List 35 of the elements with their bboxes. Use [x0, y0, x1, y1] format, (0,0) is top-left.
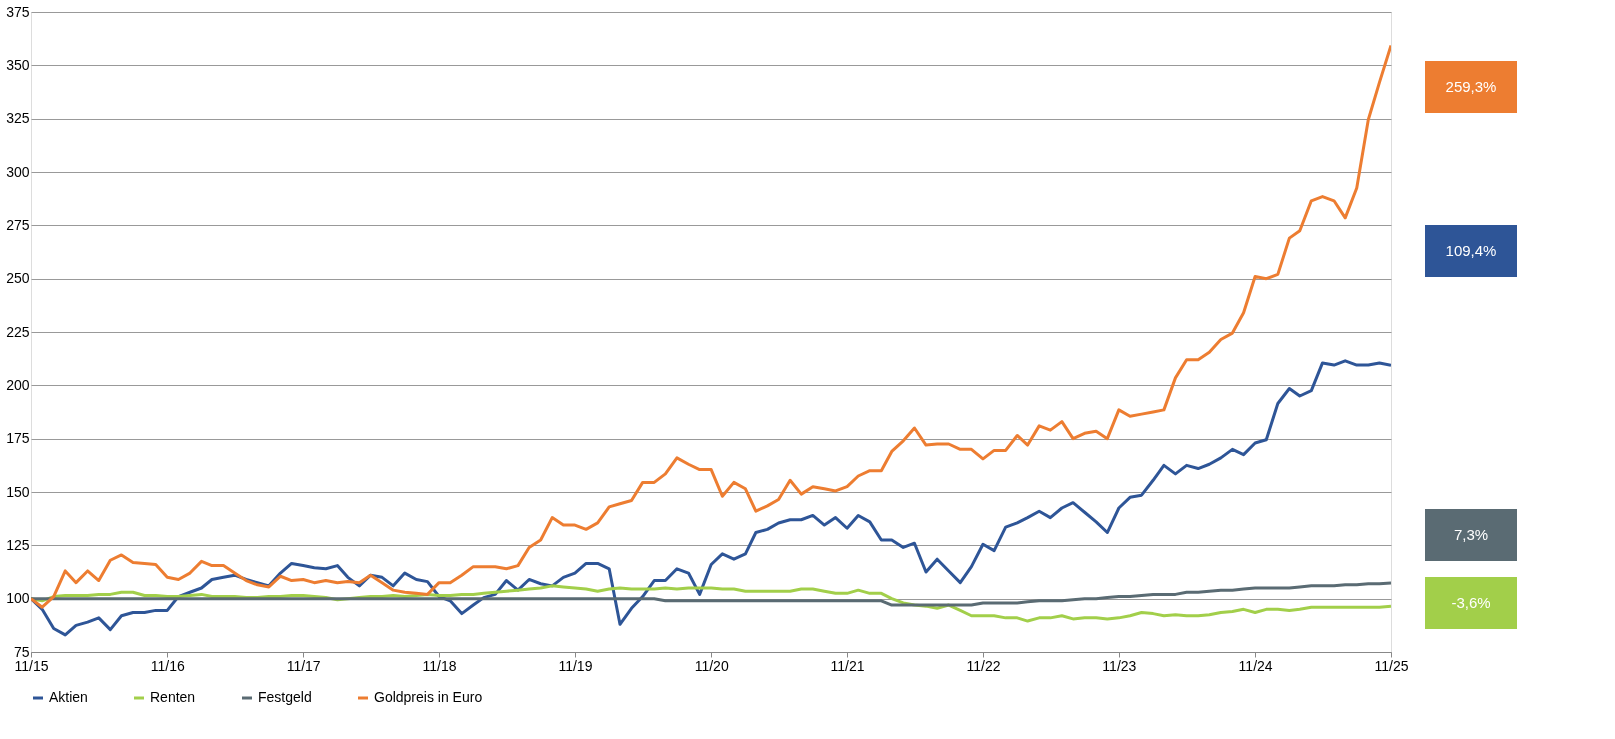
- legend-label: Festgeld: [258, 689, 312, 705]
- y-tick-label: 300: [6, 163, 30, 180]
- text: 7,3%: [1453, 526, 1489, 543]
- y-tick-label: 75: [13, 643, 30, 660]
- line-series: [31, 359, 1391, 637]
- x-tick-label: 11/24: [1238, 657, 1273, 674]
- x-tick-label: 11/19: [558, 657, 593, 674]
- x-tick-label: 11/23: [1102, 657, 1137, 674]
- line-series: [31, 43, 1391, 609]
- line-series: [31, 581, 1391, 607]
- y-tick-label: 150: [6, 483, 30, 500]
- text: 259,3%: [1445, 78, 1497, 95]
- y-tick-label: 250: [6, 270, 30, 287]
- x-tick-label: 11/25: [1374, 657, 1409, 674]
- text: 109,4%: [1445, 242, 1497, 259]
- y-tick-label: 275: [6, 216, 30, 233]
- y-tick-label: 175: [6, 430, 30, 447]
- legend-label: Renten: [150, 689, 196, 705]
- text: -3,6%: [1451, 594, 1491, 611]
- x-tick-label: 11/16: [150, 657, 185, 674]
- y-tick-label: 375: [6, 3, 30, 20]
- x-tick-label: 11/21: [830, 657, 865, 674]
- y-tick-label: 125: [6, 536, 30, 553]
- y-tick-label: 350: [6, 56, 30, 73]
- y-tick-label: 325: [6, 110, 30, 127]
- x-tick-label: 11/17: [286, 657, 321, 674]
- y-tick-label: 200: [6, 376, 30, 393]
- x-tick-label: 11/15: [14, 657, 49, 674]
- legend-label: Aktien: [49, 689, 88, 705]
- y-tick-label: 100: [6, 590, 30, 607]
- x-tick-label: 11/18: [422, 657, 457, 674]
- legend-label: Goldpreis in Euro: [374, 689, 483, 705]
- y-tick-label: 225: [6, 323, 30, 340]
- x-tick-label: 11/20: [694, 657, 729, 674]
- x-tick-label: 11/22: [966, 657, 1001, 674]
